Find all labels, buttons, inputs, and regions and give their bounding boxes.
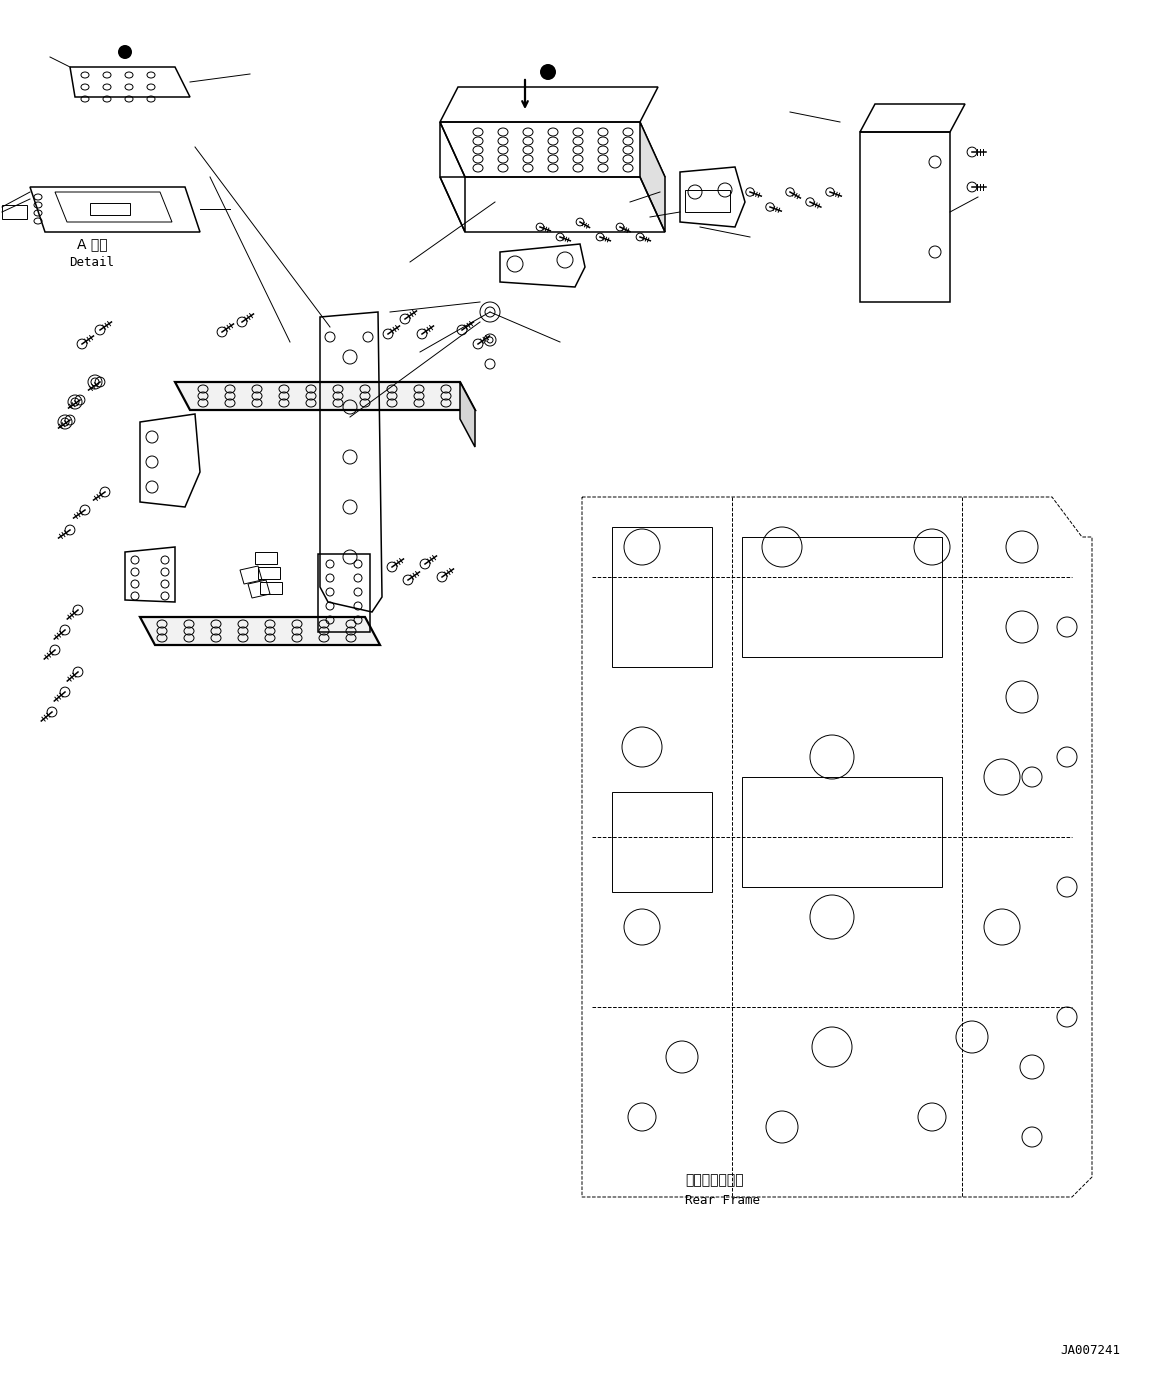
Polygon shape xyxy=(461,381,475,447)
Text: Detail: Detail xyxy=(70,256,114,269)
Circle shape xyxy=(540,64,556,79)
Bar xyxy=(742,537,942,657)
Bar xyxy=(258,567,280,579)
Polygon shape xyxy=(140,617,380,644)
Bar xyxy=(612,528,712,667)
Bar xyxy=(685,189,730,212)
Text: Rear Frame: Rear Frame xyxy=(685,1193,759,1207)
Bar xyxy=(255,553,277,564)
Bar xyxy=(612,792,712,892)
Text: JA007241: JA007241 xyxy=(1059,1343,1120,1356)
Circle shape xyxy=(117,45,131,58)
Bar xyxy=(2,205,27,219)
Polygon shape xyxy=(174,381,475,411)
Bar xyxy=(742,777,942,887)
Text: リヤーフレーム: リヤーフレーム xyxy=(685,1173,743,1187)
Polygon shape xyxy=(640,122,665,232)
Bar xyxy=(90,203,130,214)
Text: A 詳細: A 詳細 xyxy=(77,237,107,251)
Bar xyxy=(261,582,281,594)
